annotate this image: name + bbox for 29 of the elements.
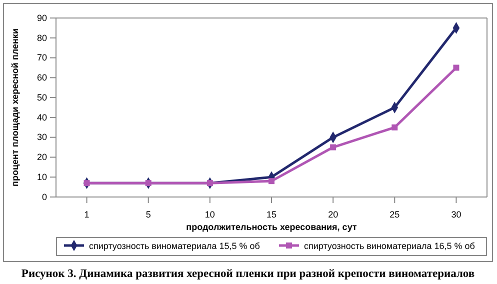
x-tick-label: 5 — [146, 210, 151, 220]
point — [268, 178, 274, 184]
y-tick-label: 70 — [36, 52, 47, 63]
point — [84, 180, 90, 186]
x-tick-label: 1 — [84, 210, 90, 220]
y-tick-label: 60 — [36, 72, 47, 83]
point — [392, 124, 398, 130]
y-axis-title: процент площади хересной пленки — [10, 28, 20, 186]
y-tick-label: 80 — [36, 32, 47, 43]
x-axis-title: продолжительность хересования, сут — [186, 222, 358, 232]
x-tick-label: 15 — [266, 210, 277, 220]
text: Рисунок 3. Динамика развития хересной пленки при разной крепости виноматериалов — [21, 268, 475, 280]
x-tick-label: 30 — [451, 210, 462, 220]
point — [453, 64, 460, 71]
legend-label: спиртуозность виноматериала 15,5 % об — [89, 241, 260, 251]
y-tick-label: 90 — [36, 12, 47, 23]
x-tick-label: 20 — [328, 210, 338, 220]
point — [145, 180, 152, 186]
y-tick-label: 40 — [36, 112, 47, 122]
x-tick-label: 25 — [390, 210, 400, 220]
y-tick-label: 50 — [36, 92, 47, 102]
legend-label: спиртуозность виноматериала 16,5 % об — [304, 241, 475, 251]
y-tick-label: 20 — [36, 152, 47, 162]
y-tick-label: 30 — [36, 132, 47, 142]
y-tick-label: 10 — [36, 172, 47, 182]
point — [330, 144, 336, 150]
point — [206, 180, 213, 186]
y-tick-label: 0 — [42, 192, 47, 202]
x-tick-label: 10 — [204, 210, 215, 220]
